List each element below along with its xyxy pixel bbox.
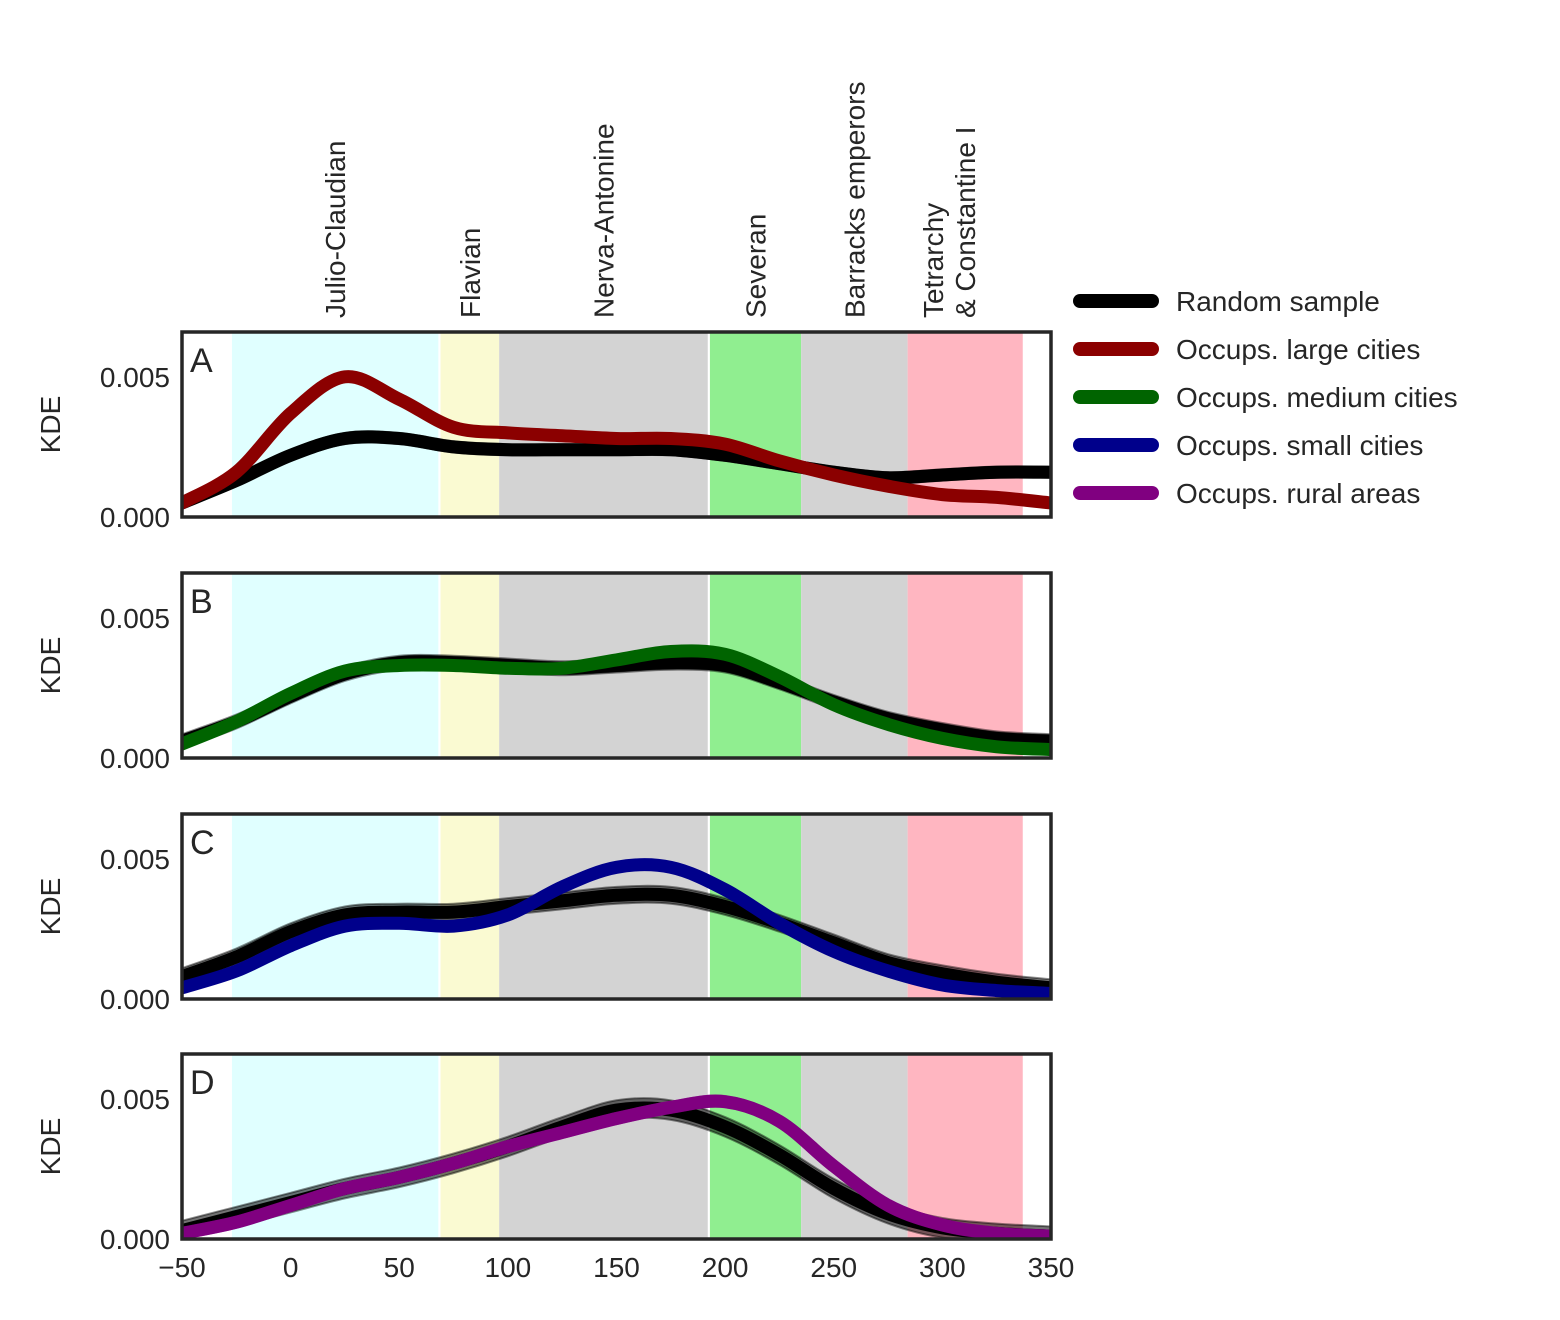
x-tick-label: 250	[810, 1252, 857, 1283]
series-line	[182, 430, 1051, 510]
series-group	[182, 858, 1051, 999]
legend-item: Occups. medium cities	[1073, 382, 1458, 413]
panel-label: B	[190, 583, 213, 621]
panel-frame	[180, 330, 1053, 519]
y-tick-label: 0.005	[100, 1084, 170, 1115]
y-axis-label: KDE	[35, 637, 66, 695]
y-axis-label: KDE	[35, 878, 66, 936]
panel-label: A	[190, 342, 213, 380]
period-label-line: Julio-Claudian	[320, 141, 351, 318]
x-tick-label: −50	[158, 1252, 206, 1283]
panel-d: D 0.000 0.005 KDE	[35, 1052, 1053, 1255]
y-tick-label: 0.000	[100, 743, 170, 774]
x-tick-label: 350	[1028, 1252, 1075, 1283]
legend-label: Occups. medium cities	[1176, 382, 1458, 413]
series-line	[182, 644, 1051, 757]
period-label: Julio-Claudian	[320, 141, 351, 318]
period-band	[907, 1054, 1023, 1239]
panel-frame	[180, 812, 1053, 1001]
series-group	[182, 370, 1051, 510]
period-label: Nerva-Antonine	[588, 123, 619, 318]
period-label: Severan	[741, 214, 772, 318]
series-line	[182, 887, 1051, 995]
panels: A 0.000 0.005 KDE B 0.000 0.005 KDE C 0.000 0.005 K…	[35, 330, 1053, 1255]
panel-a: A 0.000 0.005 KDE	[35, 330, 1053, 533]
panel-label: C	[190, 824, 215, 862]
y-tick-label: 0.000	[100, 502, 170, 533]
x-tick-label: 150	[593, 1252, 640, 1283]
y-tick-label: 0.000	[100, 984, 170, 1015]
period-label: Tetrarchy& Constantine I	[918, 127, 981, 318]
legend-label: Occups. rural areas	[1176, 478, 1420, 509]
legend-label: Occups. small cities	[1176, 430, 1423, 461]
series-line	[182, 370, 1051, 510]
legend: Random sample Occups. large cities Occups.…	[1073, 286, 1458, 509]
period-label-line: & Constantine I	[950, 127, 981, 318]
period-label-line: Flavian	[455, 228, 486, 318]
panel-label: D	[190, 1064, 215, 1102]
legend-label: Occups. large cities	[1176, 334, 1420, 365]
period-label-line: Tetrarchy	[918, 203, 949, 318]
series-group	[182, 644, 1051, 757]
x-axis: −50 0 50 100 150 200 250 300 350	[158, 1252, 1074, 1283]
period-band	[231, 332, 439, 517]
series-line	[182, 1094, 1051, 1239]
x-tick-label: 100	[485, 1252, 532, 1283]
panel-c: C 0.000 0.005 KDE	[35, 812, 1053, 1015]
y-axis-label: KDE	[35, 1118, 66, 1176]
panel-b: B 0.000 0.005 KDE	[35, 571, 1053, 774]
legend-item: Occups. small cities	[1073, 430, 1423, 461]
period-label: Barracks emperors	[839, 81, 870, 318]
period-band	[709, 332, 802, 517]
x-tick-label: 200	[702, 1252, 749, 1283]
legend-item: Occups. large cities	[1073, 334, 1420, 365]
period-label-line: Barracks emperors	[839, 81, 870, 318]
period-label-line: Nerva-Antonine	[588, 123, 619, 318]
series-group	[182, 1094, 1051, 1239]
x-tick-label: 50	[384, 1252, 415, 1283]
y-axis-label: KDE	[35, 396, 66, 454]
x-tick-label: 0	[283, 1252, 299, 1283]
period-label-line: Severan	[741, 214, 772, 318]
y-tick-label: 0.005	[100, 603, 170, 634]
panel-frame	[180, 571, 1053, 760]
x-tick-label: 300	[919, 1252, 966, 1283]
period-label: Flavian	[455, 228, 486, 318]
y-tick-label: 0.005	[100, 844, 170, 875]
legend-label: Random sample	[1176, 286, 1380, 317]
y-tick-label: 0.000	[100, 1224, 170, 1255]
y-tick-label: 0.005	[100, 362, 170, 393]
legend-item: Occups. rural areas	[1073, 478, 1420, 509]
series-line	[182, 858, 1051, 999]
period-labels: Julio-Claudian Flavian Nerva-Antonine Sever…	[320, 81, 981, 318]
legend-item: Random sample	[1073, 286, 1380, 317]
panel-frame	[180, 1052, 1053, 1241]
period-band	[499, 332, 708, 517]
